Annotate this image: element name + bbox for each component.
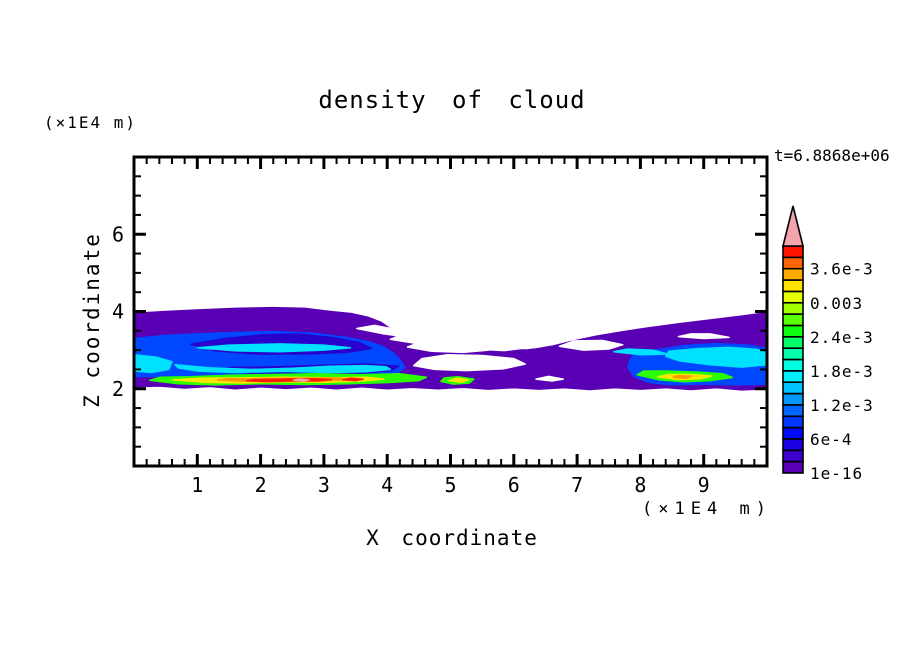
colorbar-segment [782,438,804,452]
x-tick-label: 4 [381,473,393,497]
colorbar-label: 1.8e-3 [810,362,874,381]
x-tick-label: 9 [698,473,710,497]
y-tick-label: 6 [112,222,124,246]
time-annotation: t=6.8868e+06 [774,146,890,165]
x-tick-label: 6 [508,473,520,497]
streak-cyan [196,343,352,353]
axes-box [132,155,769,468]
page-title: density of cloud [318,86,586,114]
colorbar [781,205,805,474]
x-tick-label: 5 [444,473,456,497]
spot-overmax-pink [292,378,310,382]
colorbar-label: 0.003 [810,294,863,313]
y-axis-unit-label: (×1E4 m) [44,113,138,132]
colorbar-segment [782,324,804,338]
cloud-regions [134,306,767,391]
clear-gap [413,354,526,372]
colorbar-segment [782,335,804,349]
clear-gap [389,334,472,348]
colorbar-segment [782,370,804,384]
filament-yellow [448,377,469,383]
colorbar-label: 3.6e-3 [810,260,874,279]
y-tick-label: 4 [112,300,124,324]
colorbar-segment [782,426,804,440]
filament-orange [672,374,692,380]
colorbar-segment [782,347,804,361]
colorbar-segment [782,449,804,463]
x-axis-title: X coordinate [366,526,538,550]
streak-cyan [664,346,767,368]
colorbar-segment [782,392,804,406]
x-tick-label: 7 [571,473,583,497]
colorbar-segment [782,415,804,429]
colorbar-overflow-arrow [781,205,805,247]
x-tick-label: 3 [318,473,330,497]
clear-gap [501,341,544,350]
colorbar-segment [782,460,804,474]
colorbar-label: 6e-4 [810,430,853,449]
colorbar-segment [782,256,804,270]
colorbar-label: 2.4e-3 [810,328,874,347]
streak-cyan [613,348,668,356]
filament-red [342,377,364,382]
x-axis-unit-label: (×1E4 m) [642,499,772,519]
colorbar-segment [782,313,804,327]
streak-cyan [134,354,173,374]
y-tick-label: 2 [112,377,124,401]
clear-gap [677,333,730,340]
colorbar-segment [782,267,804,281]
x-tick-label: 2 [255,473,267,497]
clear-gap [558,339,624,351]
colorbar-segment [782,279,804,293]
clear-gap [356,324,411,339]
colorbar-segment [782,290,804,304]
filament-red [245,377,333,383]
x-tick-label: 8 [634,473,646,497]
colorbar-segment [782,301,804,315]
colorbar-segment [782,381,804,395]
clear-gap [535,375,564,382]
colorbar-segment [782,358,804,372]
x-tick-label: 1 [191,473,203,497]
colorbar-segment [782,404,804,418]
colorbar-label: 1e-16 [810,464,863,483]
streak-cyan [174,364,392,374]
colorbar-segment [782,245,804,259]
axis-ticks [135,158,766,465]
colorbar-label: 1.2e-3 [810,396,874,415]
